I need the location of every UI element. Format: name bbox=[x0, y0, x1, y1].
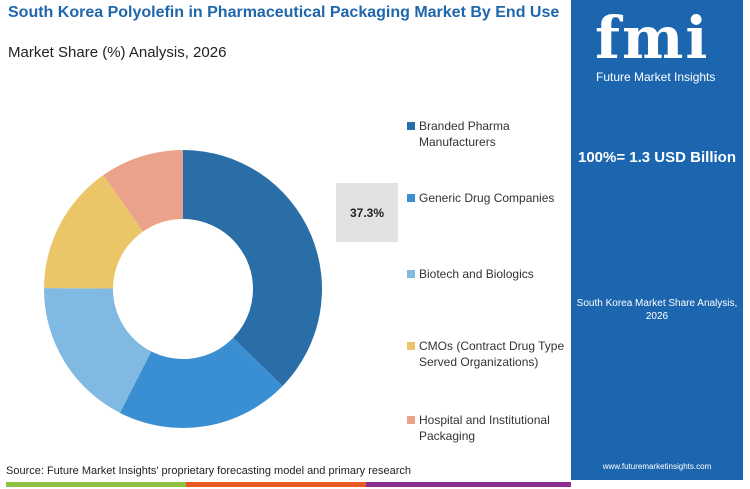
legend-label: Branded Pharma Manufacturers bbox=[419, 119, 510, 149]
logo-text: Future Market Insights bbox=[596, 70, 716, 84]
donut-chart bbox=[44, 150, 322, 428]
footer-bar-orange bbox=[186, 482, 366, 487]
donut-slice-4 bbox=[44, 175, 143, 289]
panel-caption: South Korea Market Share Analysis, 2026 bbox=[576, 298, 738, 322]
chart-title: South Korea Polyolefin in Pharmaceutical… bbox=[8, 4, 560, 21]
donut-slice-1 bbox=[183, 150, 322, 387]
info-panel: fmi Future Market Insights 100%= 1.3 USD… bbox=[571, 0, 743, 480]
legend-swatch bbox=[407, 270, 415, 278]
legend-item: Biotech and Biologics bbox=[407, 266, 574, 282]
website-link[interactable]: www.futuremarketinsights.com bbox=[602, 462, 712, 471]
donut-slice-2 bbox=[119, 337, 283, 428]
legend-swatch bbox=[407, 342, 415, 350]
legend-item: Branded Pharma Manufacturers bbox=[407, 118, 574, 150]
legend-item: Hospital and Institutional Packaging bbox=[407, 412, 574, 444]
legend-label: Hospital and Institutional Packaging bbox=[419, 413, 550, 443]
donut-slice-3 bbox=[44, 288, 152, 413]
chart-subtitle: Market Share (%) Analysis, 2026 bbox=[8, 44, 227, 61]
legend-item: Generic Drug Companies bbox=[407, 190, 574, 206]
donut-slice-5 bbox=[103, 150, 183, 232]
footer-bar-purple bbox=[366, 482, 571, 487]
fmi-logo: fmi bbox=[595, 4, 710, 72]
legend-label: Generic Drug Companies bbox=[419, 191, 555, 205]
data-label-callout: 37.3% bbox=[336, 183, 398, 242]
data-label: 37.3% bbox=[349, 205, 385, 220]
footer-bar-green bbox=[6, 482, 186, 487]
legend-swatch bbox=[407, 416, 415, 424]
market-total: 100%= 1.3 USD Billion bbox=[578, 149, 736, 166]
legend-swatch bbox=[407, 194, 415, 202]
legend-swatch bbox=[407, 122, 415, 130]
legend-label: Biotech and Biologics bbox=[419, 267, 534, 281]
legend-item: CMOs (Contract Drug Type Served Organiza… bbox=[407, 338, 574, 370]
source-note: Source: Future Market Insights' propriet… bbox=[6, 465, 411, 477]
legend-label: CMOs (Contract Drug Type Served Organiza… bbox=[419, 339, 565, 369]
